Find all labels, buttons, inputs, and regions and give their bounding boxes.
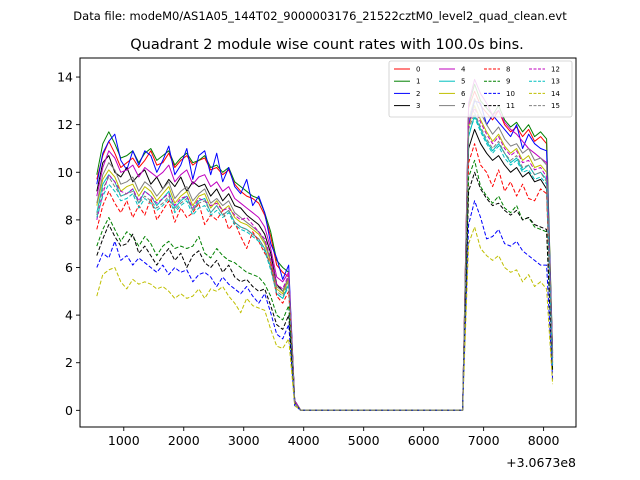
legend-box	[388, 60, 573, 118]
legend-label-7: 7	[461, 102, 465, 110]
axes-frame	[79, 57, 577, 428]
legend-label-2: 2	[416, 90, 420, 98]
series-line-11	[96, 171, 554, 411]
x-axis-offset-label: +3.0673e8	[506, 455, 576, 470]
legend-label-11: 11	[506, 102, 515, 110]
series-line-0	[96, 90, 554, 411]
y-tick-label: 8	[65, 212, 73, 227]
legend-label-14: 14	[551, 90, 560, 98]
series-line-9	[96, 159, 554, 411]
y-tick-label: 2	[65, 355, 73, 370]
x-tick-label: 7000	[468, 433, 500, 448]
x-tick-label: 1000	[108, 433, 140, 448]
x-tick-label: 3000	[228, 433, 260, 448]
chart-title: Quadrant 2 module wise count rates with …	[130, 37, 524, 53]
y-tick-label: 10	[57, 165, 73, 180]
series-line-12	[96, 107, 554, 411]
legend-label-9: 9	[506, 78, 510, 86]
series-line-13	[96, 117, 554, 411]
series-line-2	[96, 100, 554, 411]
series-line-10	[96, 200, 554, 411]
legend-label-5: 5	[461, 78, 465, 86]
legend-label-8: 8	[506, 66, 510, 74]
y-tick-label: 6	[65, 260, 73, 275]
y-tick-label: 0	[65, 403, 73, 418]
y-tick-label: 14	[57, 70, 73, 85]
series-line-3	[96, 128, 554, 411]
series-line-7	[96, 98, 554, 411]
y-tick-label: 12	[57, 117, 73, 132]
y-tick-label: 4	[65, 308, 73, 323]
y-axis: 0 2 4 6 8 10 12 14	[57, 70, 80, 418]
x-axis: 1000 2000 3000 4000 5000 6000 7000 8000	[108, 427, 560, 448]
legend-label-3: 3	[416, 102, 420, 110]
x-tick-label: 4000	[288, 433, 320, 448]
legend-label-15: 15	[551, 102, 560, 110]
series-line-15	[96, 112, 554, 411]
legend-label-1: 1	[416, 78, 420, 86]
series-line-8	[96, 143, 554, 411]
legend-label-13: 13	[551, 78, 560, 86]
series-layer	[96, 78, 554, 411]
x-tick-label: 5000	[348, 433, 380, 448]
legend-label-12: 12	[551, 66, 560, 74]
legend-label-4: 4	[461, 66, 466, 74]
legend-label-0: 0	[416, 66, 420, 74]
series-line-4	[96, 78, 554, 411]
figure-suptitle: Data file: modeM0/AS1A05_144T02_90000031…	[73, 9, 567, 23]
series-line-14	[96, 226, 554, 411]
x-tick-label: 8000	[528, 433, 560, 448]
series-line-6	[96, 105, 554, 411]
series-line-1	[96, 83, 554, 411]
legend-label-6: 6	[461, 90, 466, 98]
x-tick-label: 6000	[408, 433, 440, 448]
x-tick-label: 2000	[168, 433, 200, 448]
legend-label-10: 10	[506, 90, 515, 98]
